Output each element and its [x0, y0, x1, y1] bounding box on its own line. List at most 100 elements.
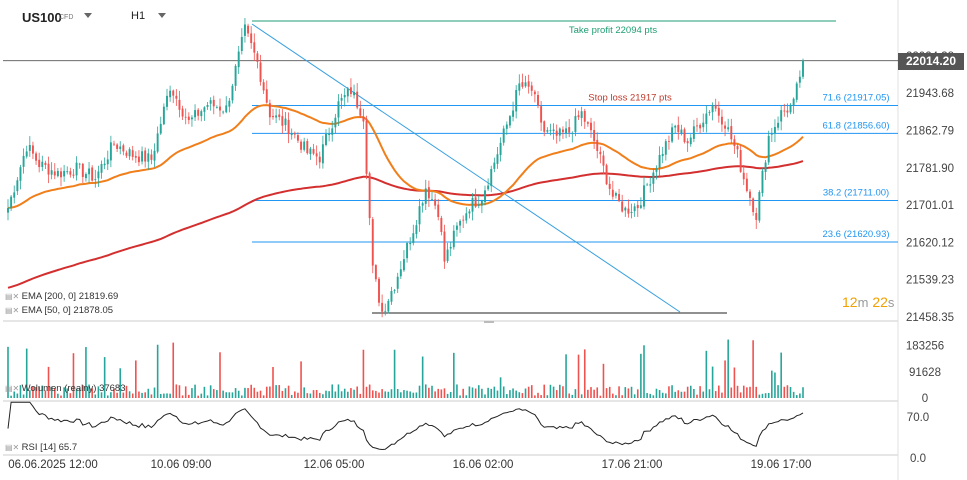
ema200-line — [7, 160, 804, 289]
volume-bar — [593, 389, 595, 398]
candle-body — [399, 269, 402, 277]
volume-bar — [727, 339, 729, 398]
candle-body — [674, 125, 677, 128]
volume-bar — [795, 395, 798, 398]
volume-bar — [477, 385, 480, 398]
candle-body — [484, 190, 486, 203]
volume-bar — [331, 384, 334, 398]
volume-bar — [265, 386, 268, 398]
candle-body — [66, 171, 69, 173]
candle-body — [630, 212, 633, 214]
candle-body — [296, 135, 299, 141]
candle-body — [309, 148, 312, 155]
volume-bar — [512, 388, 514, 398]
legend-settings-icon[interactable]: ▤✕ — [5, 443, 20, 452]
candle-body — [543, 121, 546, 132]
candle-body — [696, 125, 698, 127]
candle-body — [393, 289, 396, 291]
volume-bar — [334, 391, 337, 398]
volume-bar — [393, 349, 396, 398]
legend-volume: ▤✕ Wolumen (realny) 37683 — [5, 383, 126, 394]
volume-bar — [658, 390, 661, 398]
candle-body — [468, 211, 471, 214]
candle-body — [477, 204, 480, 206]
volume-bar — [88, 384, 90, 398]
candle-body — [178, 99, 181, 110]
volume-bar — [91, 388, 93, 398]
candle-body — [169, 90, 172, 98]
candle-body — [593, 130, 596, 141]
candle-body — [614, 193, 617, 196]
volume-bar — [85, 347, 87, 398]
candle-body — [240, 36, 243, 51]
candle-body — [636, 204, 639, 209]
candle-body — [720, 116, 723, 125]
volume-bar — [219, 352, 221, 398]
volume-bar — [60, 395, 62, 398]
candle-body — [194, 110, 197, 118]
candle-body — [505, 124, 508, 129]
volume-bar — [746, 387, 748, 398]
volume-bar — [106, 395, 109, 398]
pane-resize-handle — [484, 321, 494, 323]
symbol-label[interactable]: US100 — [22, 10, 62, 25]
volume-bar — [100, 392, 103, 398]
volume-bar — [724, 360, 726, 398]
candle-body — [724, 125, 727, 129]
candle-body — [69, 171, 72, 175]
legend-rsi: ▤✕ RSI [14] 65.7 — [5, 442, 77, 453]
candles-group — [7, 18, 804, 318]
candle-body — [41, 161, 44, 167]
volume-bar — [490, 388, 493, 398]
candle-body — [237, 51, 240, 68]
candle-body — [137, 156, 140, 163]
volume-bar — [119, 368, 122, 398]
candle-body — [7, 208, 9, 213]
candle-body — [116, 144, 119, 149]
legend-settings-icon[interactable]: ▤✕ — [5, 384, 20, 393]
volume-bar — [303, 387, 305, 398]
candle-body — [767, 135, 770, 163]
volume-bar — [194, 384, 196, 398]
legend-settings-icon[interactable]: ▤✕ — [5, 306, 20, 315]
candle-body — [574, 116, 577, 133]
volume-bar — [169, 393, 171, 398]
candle-body — [349, 87, 352, 95]
volume-bar — [284, 388, 287, 398]
volume-bar — [780, 352, 782, 398]
candle-body — [465, 213, 468, 221]
volume-bar — [446, 393, 449, 398]
candle-body — [362, 116, 365, 122]
volume-bar — [19, 385, 22, 398]
volume-bar — [755, 386, 758, 398]
candle-body — [499, 142, 502, 155]
volume-bar — [518, 392, 521, 398]
candle-body — [474, 197, 477, 207]
candle-body — [655, 168, 658, 172]
volume-bar — [577, 354, 580, 398]
volume-bar — [241, 395, 243, 398]
candle-body — [256, 53, 259, 62]
candle-body — [402, 259, 405, 271]
volume-bar — [209, 385, 212, 398]
timeframe-label[interactable]: H1 — [131, 10, 146, 22]
volume-bars-group — [7, 339, 804, 398]
ema200-value: 21819.69 — [78, 291, 119, 302]
volume-bar — [714, 391, 717, 398]
candle-countdown-timer: 12m 22s — [842, 294, 895, 310]
timeframe-dropdown-chevron-down-icon[interactable] — [158, 13, 166, 18]
candle-body — [434, 199, 437, 206]
volume-bar — [390, 389, 393, 398]
volume-bar — [661, 392, 664, 398]
volume-bar — [244, 387, 246, 398]
volume-bar — [181, 395, 184, 398]
legend-settings-icon[interactable]: ▤✕ — [5, 292, 20, 301]
volume-bar — [540, 395, 542, 398]
volume-bar — [97, 386, 100, 398]
volume-bar — [621, 395, 623, 398]
candle-body — [53, 171, 56, 176]
candle-body — [275, 115, 278, 118]
symbol-dropdown-chevron-down-icon[interactable] — [84, 13, 92, 18]
candle-body — [278, 114, 281, 117]
